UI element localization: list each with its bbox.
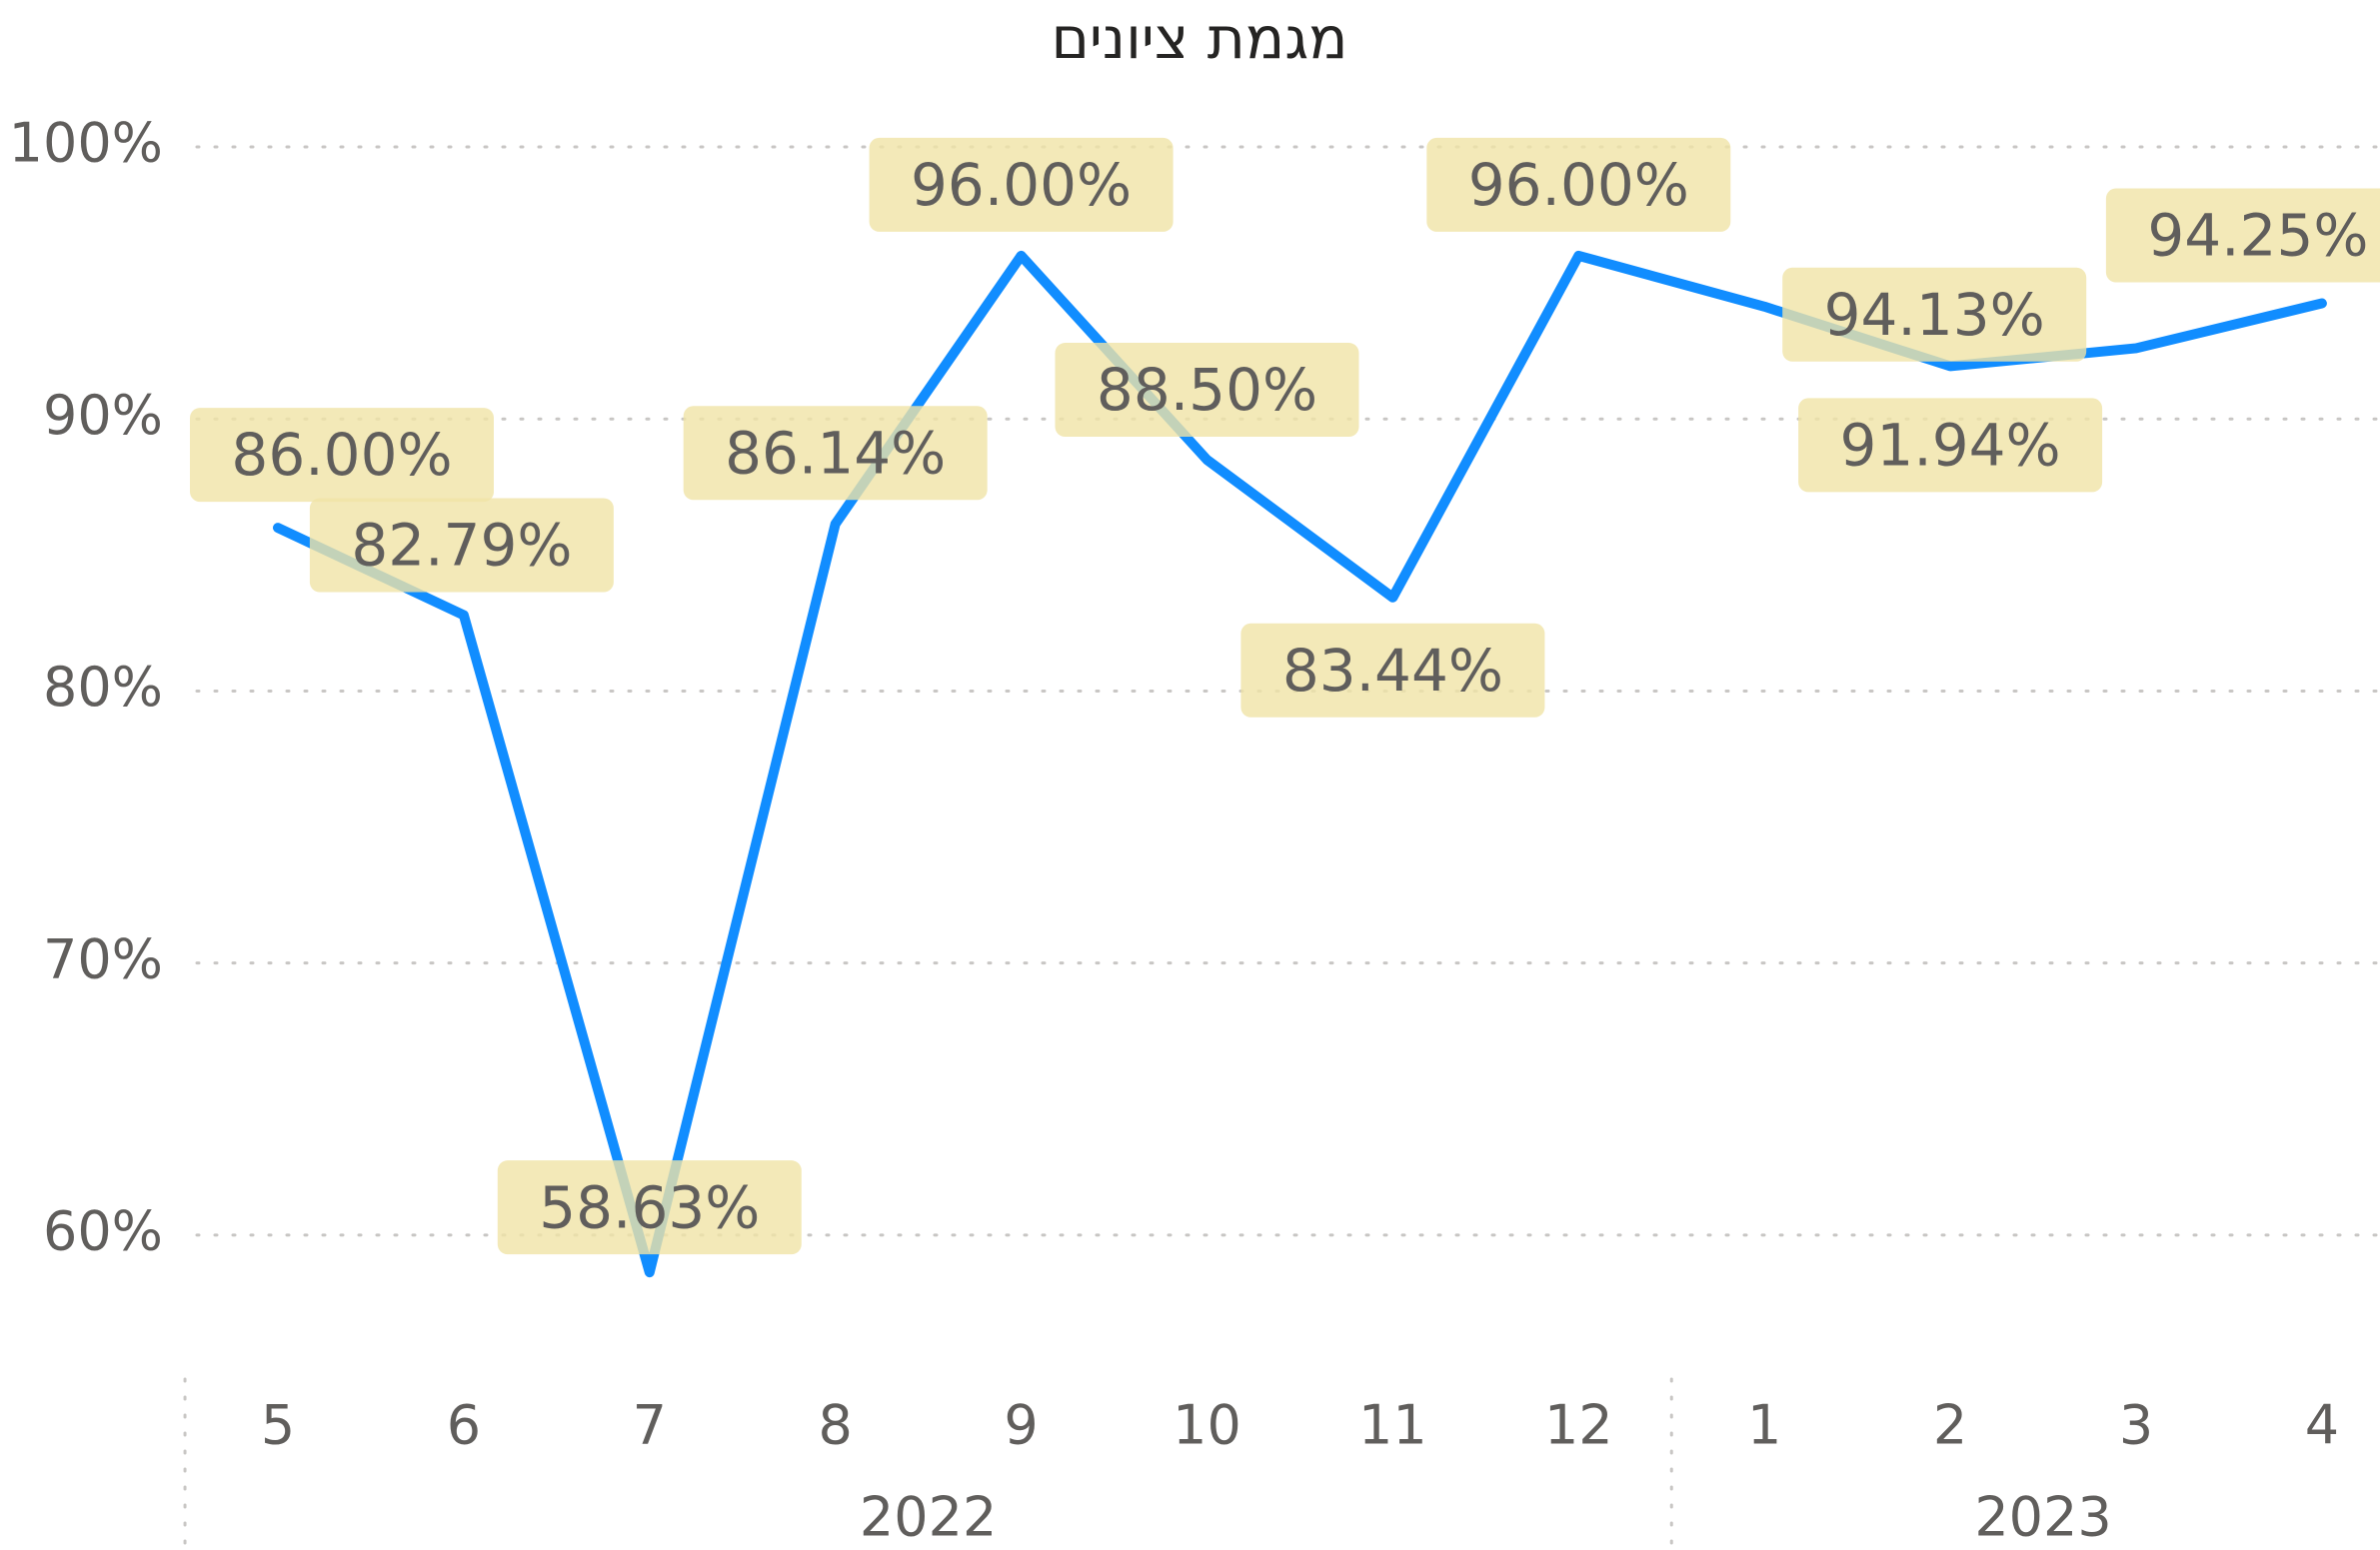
- data-label-box: [1426, 137, 1731, 232]
- x-tick-label: 11: [1358, 1394, 1427, 1457]
- data-label-box: [683, 406, 988, 501]
- data-label-box: [497, 1160, 802, 1255]
- data-label: 58.63%: [539, 1173, 760, 1241]
- data-label: 83.44%: [1282, 637, 1503, 705]
- data-label: 82.79%: [351, 512, 572, 580]
- x-tick-label: 9: [1004, 1394, 1038, 1457]
- y-tick-label: 80%: [43, 656, 163, 719]
- data-label-box: [2105, 188, 2380, 283]
- data-label-box: [1782, 267, 2087, 362]
- x-tick-label: 10: [1173, 1394, 1241, 1457]
- x-tick-label: 2: [1933, 1394, 1967, 1457]
- data-label-box: [1798, 398, 2103, 493]
- data-label: 96.00%: [911, 151, 1132, 219]
- data-label: 94.25%: [2147, 202, 2368, 270]
- data-label: 86.00%: [231, 421, 452, 489]
- x-group-label: 2023: [1974, 1486, 2111, 1549]
- x-tick-label: 5: [261, 1394, 295, 1457]
- x-tick-label: 6: [447, 1394, 481, 1457]
- y-tick-label: 90%: [43, 384, 163, 447]
- data-label: 94.13%: [1824, 281, 2045, 349]
- y-tick-label: 100%: [9, 112, 163, 175]
- x-tick-label: 8: [819, 1394, 853, 1457]
- x-tick-label: 4: [2305, 1394, 2339, 1457]
- data-label-box: [1055, 343, 1359, 438]
- data-label-box: [309, 498, 614, 593]
- chart-title: מגמת ציונים: [1051, 4, 1347, 72]
- x-tick-label: 7: [633, 1394, 667, 1457]
- x-group-label: 2022: [860, 1486, 997, 1549]
- data-label: 91.94%: [1840, 412, 2061, 480]
- data-label-box: [869, 137, 1174, 232]
- x-tick-label: 3: [2119, 1394, 2153, 1457]
- data-label-box: [1240, 623, 1545, 718]
- x-tick-label: 12: [1544, 1394, 1613, 1457]
- data-label-box: [190, 408, 494, 503]
- y-tick-label: 60%: [43, 1200, 163, 1263]
- x-tick-label: 1: [1747, 1394, 1781, 1457]
- data-label: 88.50%: [1097, 356, 1317, 424]
- data-label: 96.00%: [1468, 151, 1689, 219]
- y-tick-label: 70%: [43, 927, 163, 990]
- data-label: 86.14%: [725, 419, 946, 487]
